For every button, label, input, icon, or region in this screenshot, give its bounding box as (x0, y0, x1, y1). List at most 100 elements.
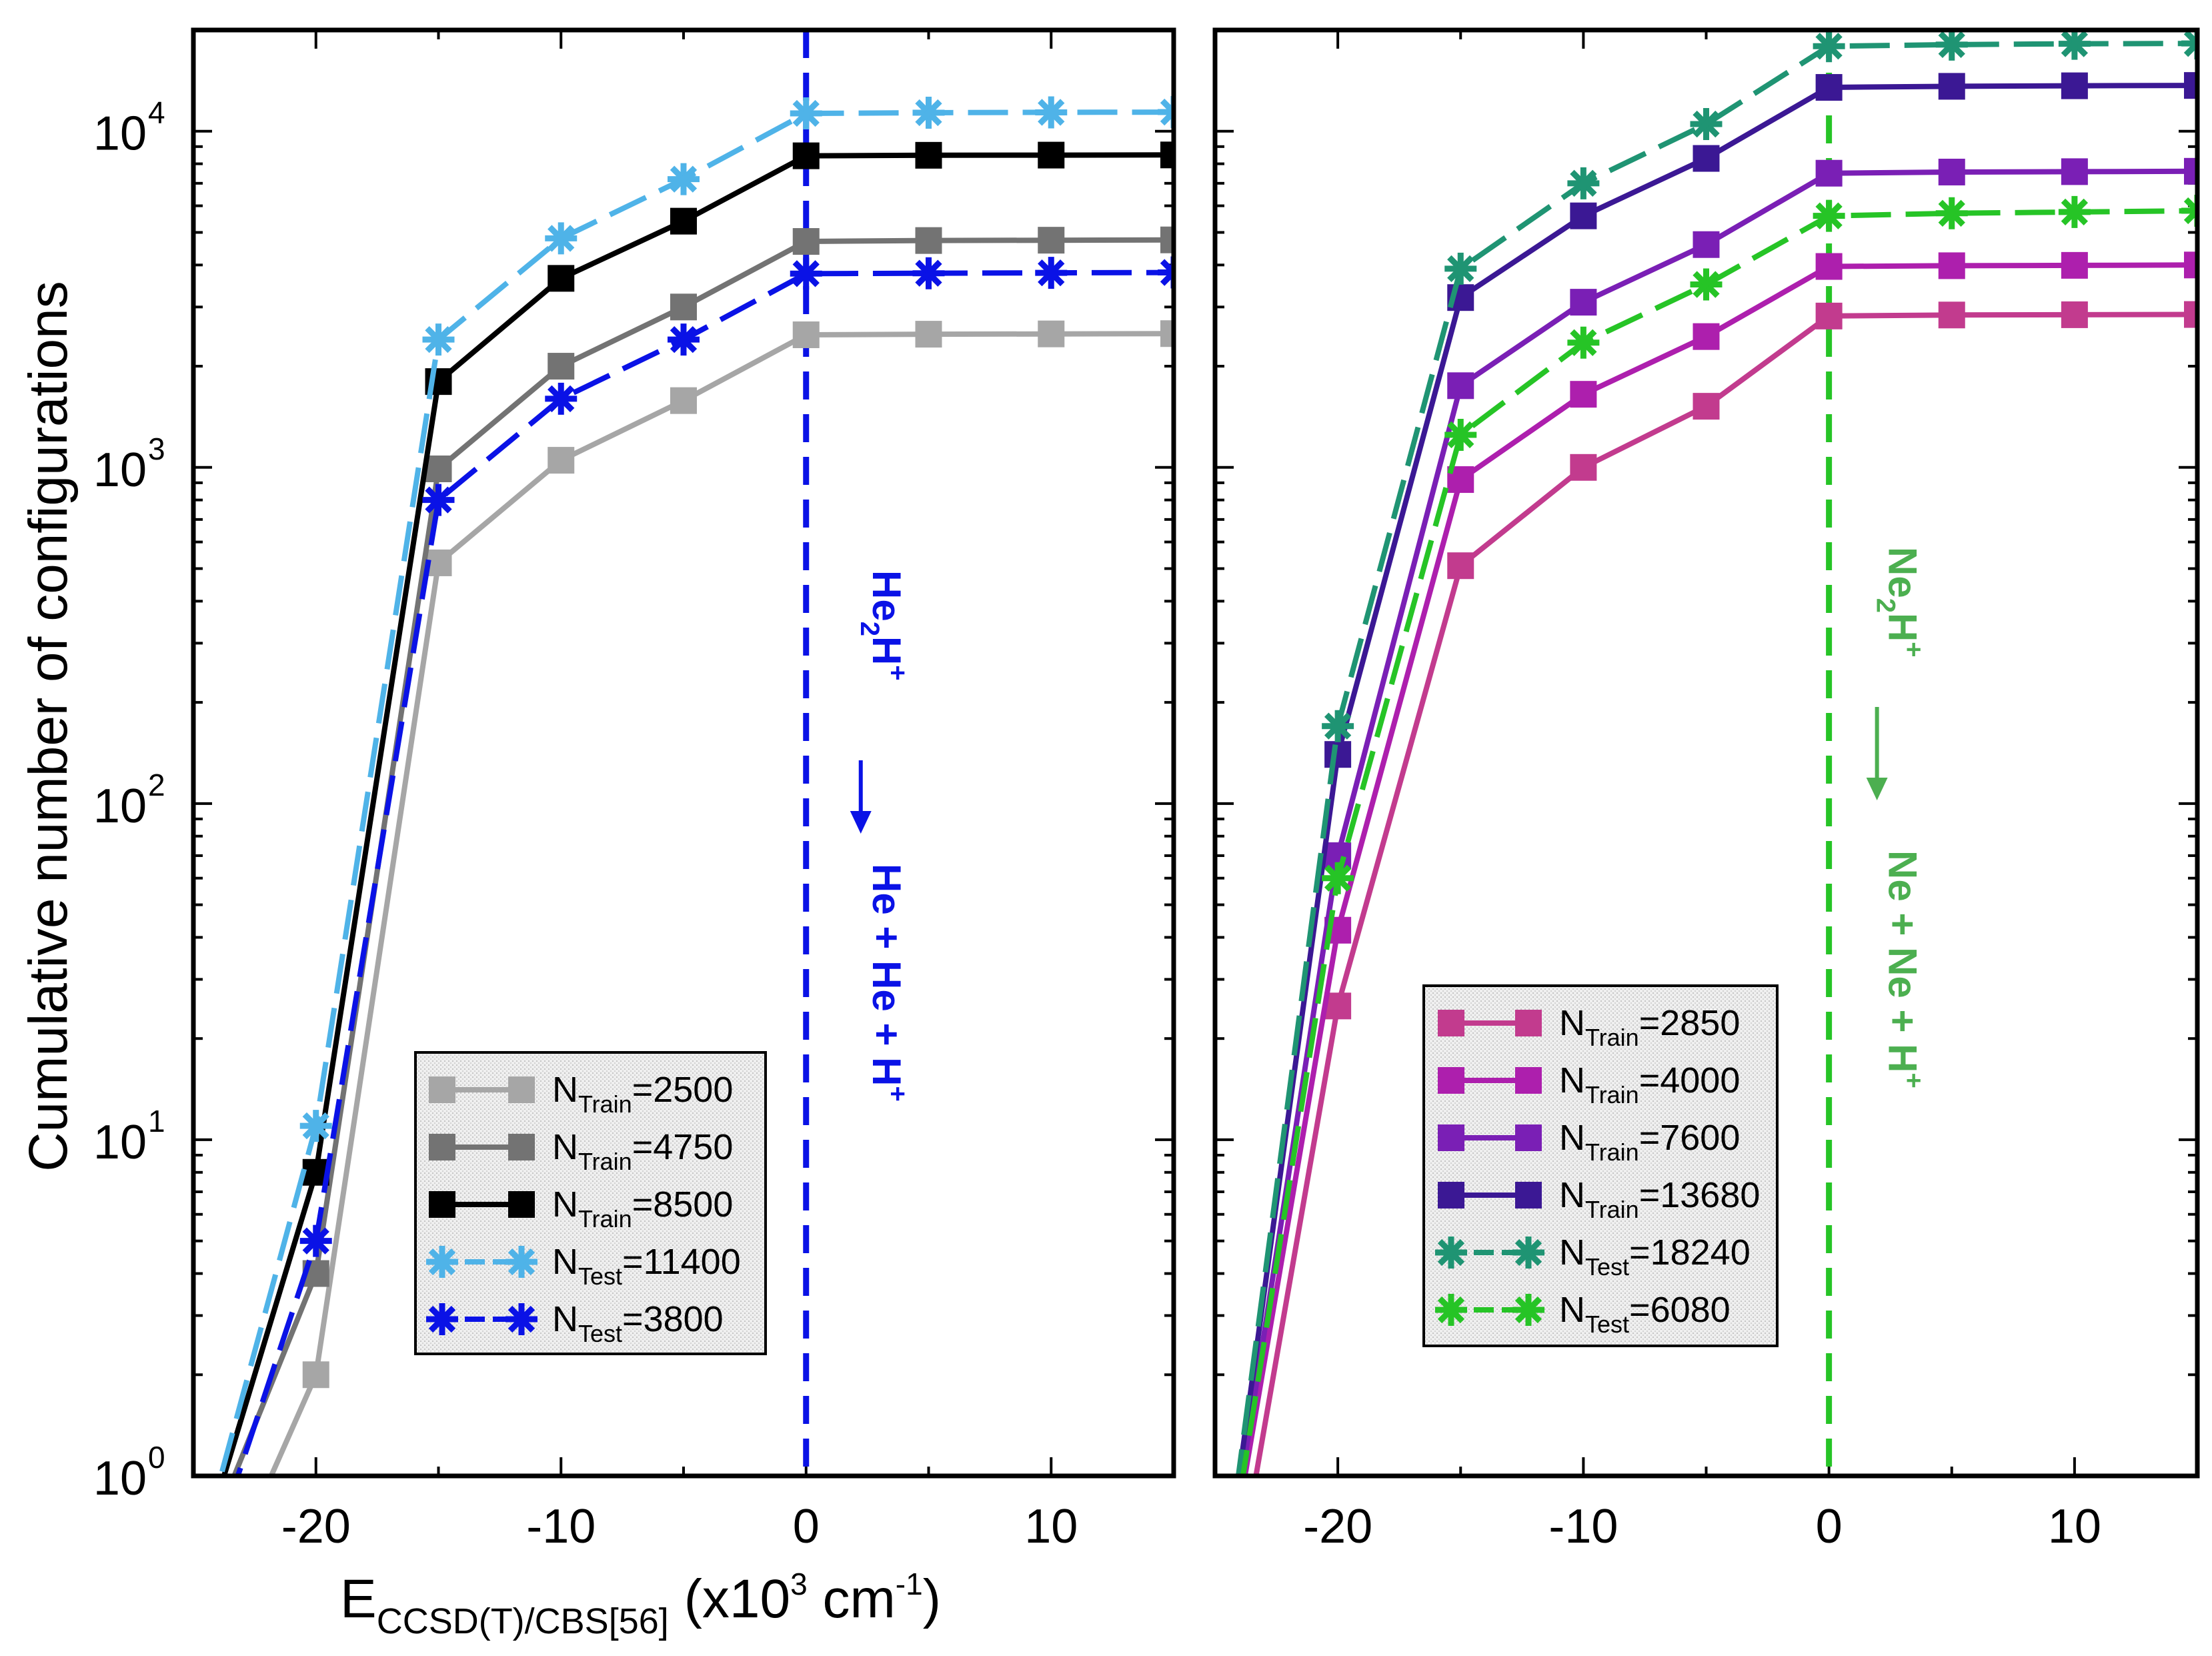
legend-box (1422, 984, 1779, 1347)
plot-area (218, 96, 1174, 1476)
asterisk-stroke (2183, 30, 2197, 48)
x-title-unit-sup: -1 (896, 1567, 923, 1601)
asterisk-stroke (1938, 31, 1965, 59)
plot-area (1235, 30, 2197, 1476)
legend-subscript: Train (1585, 1024, 1639, 1051)
legend-marker (1515, 1067, 1542, 1094)
asterisk-stroke (302, 1112, 329, 1140)
asterisk-stroke (1160, 107, 1174, 126)
products-sup: + (883, 1086, 912, 1102)
data-point (1038, 320, 1065, 347)
asterisk-stroke (1815, 202, 1843, 229)
legend-name: N (1559, 1232, 1585, 1273)
x-title-unit: cm (808, 1569, 896, 1629)
y-tick-exponent: 1 (148, 1104, 165, 1138)
data-point (1322, 710, 1354, 742)
x-axis-title: ECCSD(T)/CBS[56] (x103 cm-1) (340, 1567, 941, 1641)
legend-name: N (1559, 1290, 1585, 1330)
legend-marker (426, 1303, 458, 1335)
asterisk-stroke (670, 326, 698, 353)
legend-marker (505, 1303, 537, 1335)
data-point (790, 97, 822, 129)
annotation-products: Ne + Ne + H+ (1881, 850, 1929, 1088)
data-point (1567, 326, 1600, 359)
series-line (235, 269, 1174, 1476)
legend-marker (1438, 1182, 1464, 1208)
legend-value: =13680 (1639, 1175, 1761, 1215)
asterisk-stroke (547, 385, 575, 413)
asterisk-stroke (1815, 33, 1843, 60)
series-line (221, 152, 1174, 1476)
y-tick-label: 10 (93, 780, 147, 833)
y-tick-label: 10 (93, 1116, 147, 1169)
data-point (2058, 30, 2091, 60)
data-point (2181, 30, 2197, 60)
reactant-sub: 2 (1871, 598, 1901, 613)
series-line (1240, 208, 2197, 1476)
legend-marker (1515, 1182, 1542, 1208)
legend-marker (1435, 1294, 1467, 1326)
data-point (2181, 194, 2197, 227)
data-point (1444, 418, 1477, 451)
asterisk-stroke (428, 1248, 456, 1276)
data-point (302, 1361, 329, 1389)
data-point (1935, 30, 1968, 61)
x-tick-label: 0 (793, 1500, 820, 1553)
legend-entry-label: NTrain=2500 (552, 1070, 733, 1118)
legend-marker (429, 1191, 455, 1218)
data-point (299, 1110, 332, 1142)
data-point (792, 321, 820, 348)
asterisk-stroke (1437, 1296, 1465, 1324)
asterisk-stroke (2061, 30, 2089, 57)
legend-entry-label: NTrain=8500 (552, 1184, 733, 1232)
asterisk-stroke (1447, 255, 1474, 283)
data-point (2184, 157, 2197, 185)
data-point (1160, 226, 1174, 253)
asterisk-stroke (1324, 712, 1352, 740)
data-point (2184, 72, 2197, 99)
legend-marker (1435, 1236, 1467, 1269)
reactant-rest: H (864, 636, 909, 665)
asterisk-stroke (792, 99, 820, 127)
asterisk-stroke (1514, 1296, 1542, 1324)
legend-marker (505, 1246, 537, 1278)
legend-subscript: Train (1585, 1196, 1639, 1223)
data-point (1815, 253, 1843, 280)
asterisk-stroke (1514, 1238, 1542, 1267)
data-point (912, 257, 945, 289)
legend-value: =4750 (632, 1127, 734, 1167)
legend-entry-label: NTrain=4750 (552, 1127, 733, 1175)
y-tick-exponent: 2 (148, 768, 165, 802)
x-tick-label: 0 (1816, 1500, 1843, 1553)
data-point (912, 97, 945, 129)
data-point (547, 353, 575, 380)
data-point (1570, 381, 1597, 408)
asterisk-stroke (1693, 110, 1720, 138)
data-point (1693, 323, 1720, 350)
asterisk-stroke (1570, 169, 1597, 197)
plot-frame (191, 27, 1176, 1479)
asterisk-stroke (915, 99, 942, 127)
data-point (2061, 72, 2088, 99)
legend-marker (426, 1246, 458, 1278)
data-point (1038, 141, 1065, 169)
legend-name: N (552, 1299, 578, 1339)
legend-entry-label: NTest=11400 (552, 1242, 741, 1290)
legend-entry-label: NTest=3800 (552, 1299, 724, 1347)
legend-value: =7600 (1639, 1118, 1741, 1158)
legend-subscript: Train (578, 1090, 632, 1118)
data-point (1938, 301, 1965, 329)
data-point (422, 323, 455, 356)
legend-marker (1512, 1294, 1544, 1326)
series-line (268, 331, 1174, 1476)
asterisk-stroke (1038, 259, 1065, 287)
data-point (792, 228, 820, 255)
data-point (668, 163, 700, 195)
products-sup: + (1899, 1073, 1929, 1088)
data-point (1815, 74, 1843, 101)
chart-panel-right: -20 -10 0 10NTrain=2850NTrain=4000NTrain=76… (1212, 27, 2200, 1553)
legend-entry-label: NTrain=4000 (1559, 1060, 1740, 1108)
x-tick-label: 10 (2048, 1500, 2101, 1553)
data-point (425, 456, 452, 483)
